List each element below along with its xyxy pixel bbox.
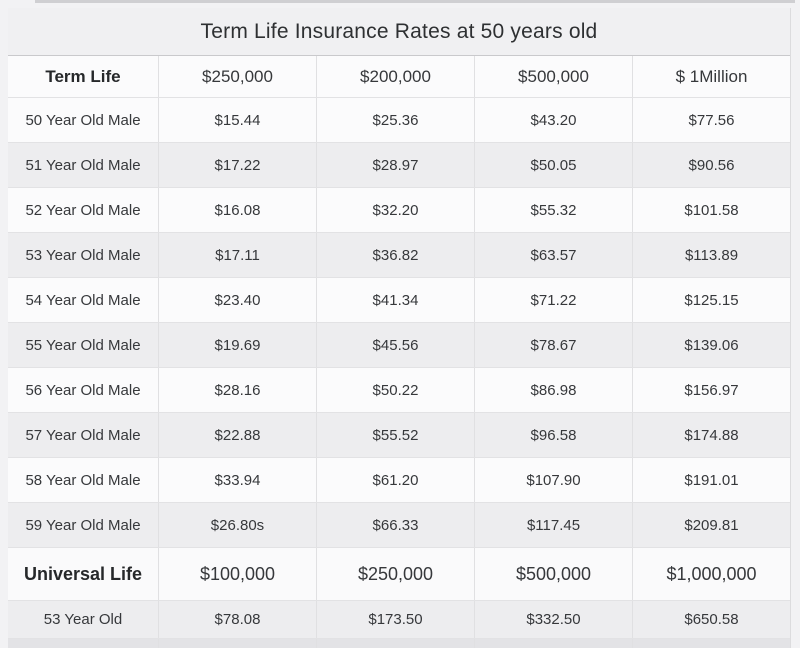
table-row-51-male: 51 Year Old Male $17.22 $28.97 $50.05 $9… — [8, 142, 790, 187]
rate-cell: $23.40 — [158, 278, 316, 322]
rate-cell: $107.90 — [474, 458, 632, 502]
table-row-59-male: 59 Year Old Male $26.80s $66.33 $117.45 … — [8, 502, 790, 547]
rate-cell: $90.56 — [632, 143, 790, 187]
rate-cell: $86.98 — [474, 368, 632, 412]
rate-cell: $15.44 — [158, 98, 316, 142]
rate-cell: $209.81 — [632, 503, 790, 547]
rate-cell: $16.08 — [158, 188, 316, 232]
rate-cell: $332.50 — [474, 601, 632, 638]
row-label: 57 Year Old Male — [25, 426, 141, 444]
rate-cell: $50.22 — [316, 368, 474, 412]
empty-cell — [158, 639, 316, 648]
row-label: 54 Year Old Male — [25, 291, 141, 309]
table-row-53-universal: 53 Year Old $78.08 $173.50 $332.50 $650.… — [8, 600, 790, 638]
rate-cell: $55.52 — [316, 413, 474, 457]
empty-cell — [632, 639, 790, 648]
rate-cell: $113.89 — [632, 233, 790, 277]
table-row-50-male: 50 Year Old Male $15.44 $25.36 $43.20 $7… — [8, 97, 790, 142]
rate-cell: $36.82 — [316, 233, 474, 277]
row-label: 51 Year Old Male — [25, 156, 141, 174]
rate-cell: $125.15 — [632, 278, 790, 322]
rate-cell: $78.67 — [474, 323, 632, 367]
rate-cell: $28.97 — [316, 143, 474, 187]
rate-cell: $26.80s — [158, 503, 316, 547]
coverage-header-100k: $100,000 — [158, 548, 316, 600]
rate-cell: $25.36 — [316, 98, 474, 142]
universal-life-section-label: Universal Life — [23, 563, 143, 584]
rate-cell: $66.33 — [316, 503, 474, 547]
rate-cell: $173.50 — [316, 601, 474, 638]
table-row-52-male: 52 Year Old Male $16.08 $32.20 $55.32 $1… — [8, 187, 790, 232]
rate-cell: $174.88 — [632, 413, 790, 457]
rate-cell: $650.58 — [632, 601, 790, 638]
rate-cell: $61.20 — [316, 458, 474, 502]
table-row-56-male: 56 Year Old Male $28.16 $50.22 $86.98 $1… — [8, 367, 790, 412]
rate-cell: $45.56 — [316, 323, 474, 367]
top-edge-shadow — [35, 0, 795, 3]
empty-cell — [316, 639, 474, 648]
rate-cell: $63.57 — [474, 233, 632, 277]
row-label: 58 Year Old Male — [25, 471, 141, 489]
rate-cell: $156.97 — [632, 368, 790, 412]
empty-cell — [8, 639, 158, 648]
coverage-header-1m: $1,000,000 — [632, 548, 790, 600]
coverage-header-250k: $250,000 — [316, 548, 474, 600]
coverage-header-250k: $250,000 — [158, 56, 316, 97]
row-label: 56 Year Old Male — [25, 381, 141, 399]
rate-cell: $32.20 — [316, 188, 474, 232]
rate-cell: $191.01 — [632, 458, 790, 502]
insurance-rates-table: Term Life Insurance Rates at 50 years ol… — [8, 8, 791, 648]
rate-cell: $50.05 — [474, 143, 632, 187]
rate-cell: $17.22 — [158, 143, 316, 187]
rate-cell: $117.45 — [474, 503, 632, 547]
coverage-header-500k: $500,000 — [474, 548, 632, 600]
table-title: Term Life Insurance Rates at 50 years ol… — [8, 8, 790, 55]
rate-cell: $78.08 — [158, 601, 316, 638]
row-label: 50 Year Old Male — [25, 111, 141, 129]
rate-cell: $28.16 — [158, 368, 316, 412]
table-row-55-male: 55 Year Old Male $19.69 $45.56 $78.67 $1… — [8, 322, 790, 367]
term-life-header-row: Term Life $250,000 $200,000 $500,000 $ 1… — [8, 55, 790, 97]
row-label: 53 Year Old — [43, 611, 123, 628]
rate-cell: $101.58 — [632, 188, 790, 232]
rate-cell: $17.11 — [158, 233, 316, 277]
cutoff-partial-row — [8, 638, 790, 648]
row-label: 59 Year Old Male — [25, 516, 141, 534]
rate-cell: $41.34 — [316, 278, 474, 322]
row-label: 53 Year Old Male — [25, 246, 141, 264]
table-row-57-male: 57 Year Old Male $22.88 $55.52 $96.58 $1… — [8, 412, 790, 457]
rate-cell: $55.32 — [474, 188, 632, 232]
coverage-header-200k: $200,000 — [316, 56, 474, 97]
table-row-58-male: 58 Year Old Male $33.94 $61.20 $107.90 $… — [8, 457, 790, 502]
coverage-header-1m: $ 1Million — [632, 56, 790, 97]
rate-cell: $22.88 — [158, 413, 316, 457]
rate-cell: $96.58 — [474, 413, 632, 457]
table-row-54-male: 54 Year Old Male $23.40 $41.34 $71.22 $1… — [8, 277, 790, 322]
table-row-53-male: 53 Year Old Male $17.11 $36.82 $63.57 $1… — [8, 232, 790, 277]
empty-cell — [474, 639, 632, 648]
coverage-header-500k: $500,000 — [474, 56, 632, 97]
rate-cell: $33.94 — [158, 458, 316, 502]
rate-cell: $77.56 — [632, 98, 790, 142]
rate-cell: $43.20 — [474, 98, 632, 142]
rate-cell: $71.22 — [474, 278, 632, 322]
row-label: 52 Year Old Male — [25, 201, 141, 219]
term-life-section-label: Term Life — [45, 66, 121, 86]
row-label: 55 Year Old Male — [25, 336, 141, 354]
rate-cell: $19.69 — [158, 323, 316, 367]
rate-cell: $139.06 — [632, 323, 790, 367]
universal-life-header-row: Universal Life $100,000 $250,000 $500,00… — [8, 547, 790, 600]
